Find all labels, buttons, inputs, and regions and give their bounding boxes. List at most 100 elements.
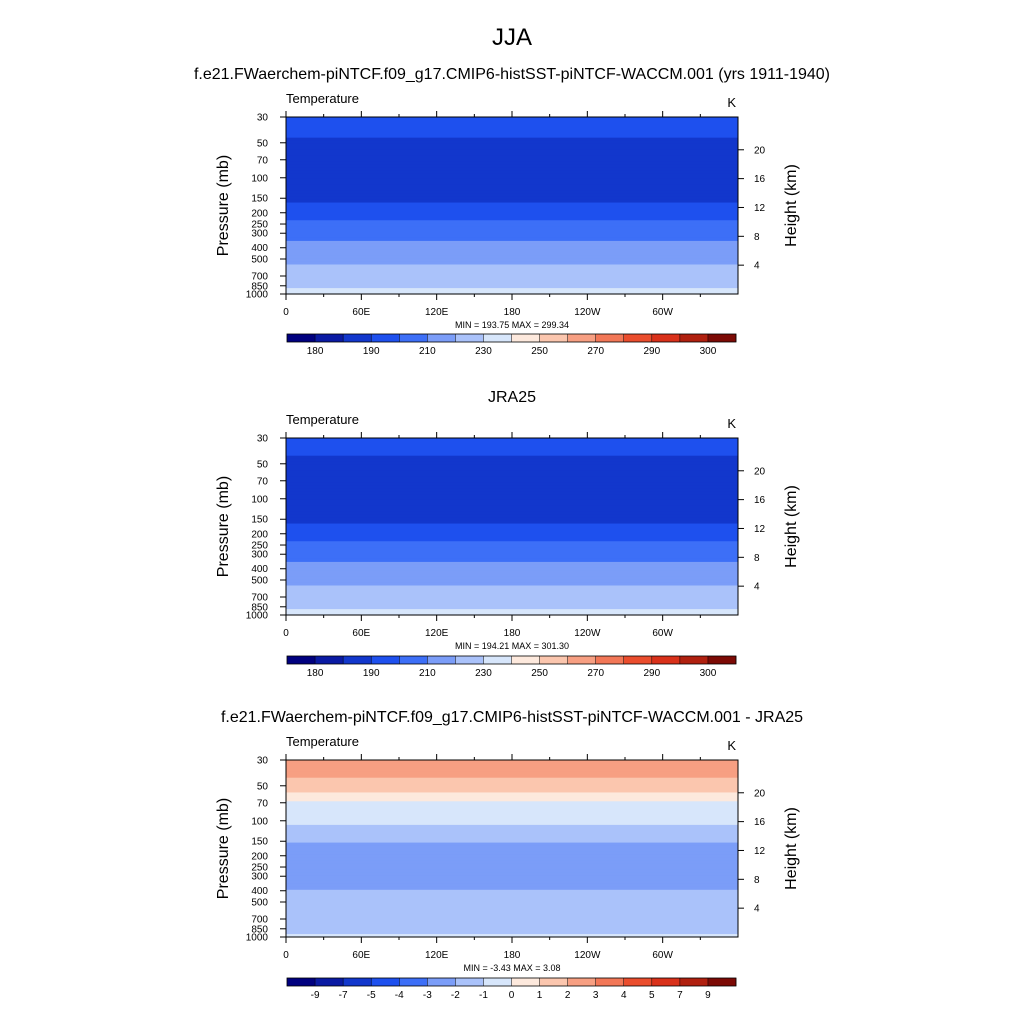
contour-band — [286, 576, 738, 581]
contour-bands — [286, 760, 738, 938]
contour-band — [286, 276, 738, 280]
contour-band — [286, 202, 738, 207]
colorbar-swatch — [483, 334, 512, 342]
contour-band — [286, 217, 738, 221]
contour-band — [286, 792, 738, 796]
contour-band — [286, 258, 738, 263]
x-tick-label: 120W — [574, 628, 601, 639]
contour-band — [286, 255, 738, 260]
contour-band — [286, 223, 738, 227]
contour-band — [286, 467, 738, 472]
contour-band — [286, 446, 738, 451]
contour-band — [286, 226, 738, 230]
contour-band — [286, 600, 738, 604]
y-tick-label: 400 — [251, 243, 268, 254]
contour-band — [286, 128, 738, 133]
colorbar-swatch — [679, 334, 709, 342]
contour-band — [286, 904, 738, 909]
contour-bands — [286, 438, 738, 616]
y-axis-label: Pressure (mb) — [215, 798, 232, 899]
colorbar-label: 7 — [677, 990, 683, 1001]
y-tick-label: 300 — [251, 550, 268, 561]
contour-band — [286, 883, 738, 888]
contour-band — [286, 931, 738, 935]
y-tick-label: 200 — [251, 851, 268, 862]
contour-band — [286, 762, 738, 767]
colorbar-label: 210 — [419, 668, 436, 679]
difference-temperature-panel: Temperature K3050701001502002503004005007… — [215, 734, 800, 1001]
contour-band — [286, 220, 738, 224]
contour-band — [286, 520, 738, 525]
contour-band — [286, 558, 738, 563]
colorbar-swatch — [483, 656, 512, 664]
colorbar-swatch — [371, 656, 400, 664]
x-tick-label: 180 — [504, 307, 521, 318]
contour-band — [286, 550, 738, 554]
colorbar-swatch — [567, 656, 596, 664]
colorbar-label: -4 — [395, 990, 404, 1001]
contour-band — [286, 541, 738, 545]
colorbar-swatch — [707, 978, 737, 986]
colorbar-swatch — [399, 334, 428, 342]
colorbar-swatch — [595, 334, 625, 342]
units-label: K — [727, 416, 736, 431]
contour-band — [286, 526, 738, 531]
contour-band — [286, 440, 738, 445]
contour-band — [286, 810, 738, 814]
colorbar-swatch — [455, 334, 484, 342]
y-tick-label: 200 — [251, 529, 268, 540]
contour-band — [286, 925, 738, 929]
y-tick-label: 850 — [251, 602, 268, 613]
y-right-axis-label: Height (km) — [783, 485, 800, 568]
y-tick-label: 200 — [251, 208, 268, 219]
contour-band — [286, 570, 738, 575]
contour-band — [286, 140, 738, 145]
contour-band — [286, 553, 738, 557]
colorbar-label: -3 — [423, 990, 432, 1001]
y-tick-label: 100 — [251, 816, 268, 827]
contour-band — [286, 606, 738, 610]
x-tick-label: 120W — [574, 950, 601, 961]
contour-band — [286, 866, 738, 870]
contour-band — [286, 934, 738, 938]
colorbar-swatch — [679, 656, 709, 664]
contour-band — [286, 452, 738, 457]
contour-band — [286, 872, 738, 876]
y-right-tick-label: 20 — [754, 145, 766, 156]
contour-band — [286, 907, 738, 912]
x-tick-label: 0 — [283, 950, 289, 961]
y-tick-label: 500 — [251, 576, 268, 587]
colorbar-swatch — [651, 656, 681, 664]
contour-band — [286, 485, 738, 489]
contour-band — [286, 229, 738, 233]
contour-band — [286, 544, 738, 548]
y-right-tick-label: 16 — [754, 174, 766, 185]
y-tick-label: 1000 — [246, 611, 269, 622]
units-label: K — [727, 738, 736, 753]
contour-band — [286, 279, 738, 283]
contour-band — [286, 470, 738, 474]
contour-band — [286, 564, 738, 569]
colorbar-label: -5 — [367, 990, 376, 1001]
contour-band — [286, 922, 738, 926]
contour-band — [286, 833, 738, 838]
contour-band — [286, 588, 738, 592]
y-tick-label: 150 — [251, 194, 268, 205]
x-tick-label: 120E — [425, 307, 449, 318]
y-tick-label: 1000 — [246, 290, 269, 301]
contour-band — [286, 579, 738, 584]
colorbar-label: 290 — [643, 346, 660, 357]
contour-band — [286, 146, 738, 151]
contour-band — [286, 798, 738, 802]
colorbar-label: -7 — [339, 990, 348, 1001]
contour-band — [286, 270, 738, 274]
colorbar-swatch — [315, 656, 344, 664]
colorbar-label: 270 — [587, 668, 604, 679]
colorbar-swatch — [483, 978, 512, 986]
colorbar-label: 290 — [643, 668, 660, 679]
y-tick-label: 100 — [251, 494, 268, 505]
contour-band — [286, 878, 738, 882]
colorbar-swatch — [567, 334, 596, 342]
contour-band — [286, 892, 738, 897]
colorbar-swatch — [651, 978, 681, 986]
